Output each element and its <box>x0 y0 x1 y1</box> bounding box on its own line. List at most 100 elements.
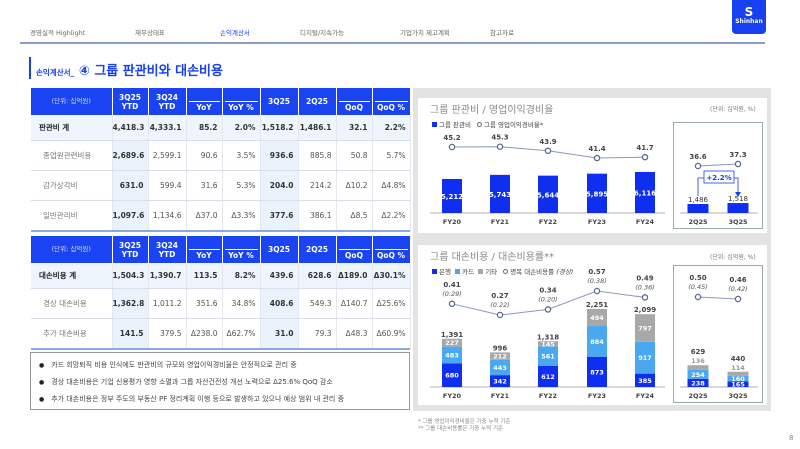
total-label: 2,251 <box>586 301 608 309</box>
ordinary-ratio-label: (0.42) <box>728 285 748 293</box>
stacked-bar-segment <box>490 375 510 387</box>
ratio-label: 0.27 <box>491 292 508 300</box>
segment-label: 873 <box>590 368 604 376</box>
row-label: 경상 대손비용 <box>31 288 113 319</box>
ratio-point <box>544 306 552 313</box>
ratio-label: 0.46 <box>729 276 746 284</box>
table-row: 판관비 계 4,418.3 4,333.1 85.2 2.0% 1,518.2 1,486.… <box>31 115 411 141</box>
stacked-bar-segment <box>587 326 607 357</box>
ratio-point <box>593 154 601 162</box>
x-tick-label: FY23 <box>588 392 606 400</box>
segment-label: 561 <box>541 353 555 361</box>
ratio-point <box>496 311 504 319</box>
cell: 113.5 <box>186 263 223 289</box>
cell: 1,518.2 <box>260 115 299 141</box>
bar-label: 6,116 <box>634 189 656 197</box>
bullet-item: 경상 대손비용은 기업 신용평가 영향 소멸과 그룹 자산건전성 개선 노력으로… <box>39 374 401 391</box>
stacked-bar-segment <box>490 359 510 376</box>
cell: 885.8 <box>298 140 337 171</box>
column-header: QoQ <box>336 88 373 115</box>
page-title: 손익계산서_ ④ 그룹 판관비와 대손비용 <box>36 64 223 79</box>
chart2-unit: (단위: 십억원, %) <box>710 254 756 261</box>
cell: Δ189.0 <box>336 263 373 289</box>
cell: 439.6 <box>260 263 299 289</box>
x-tick-label: FY23 <box>588 218 606 226</box>
chart2-legend: 은행 카드 기타 명목 대손비용률 (경상) <box>432 266 573 276</box>
x-tick-label: 3Q25 <box>728 392 748 400</box>
segment-label: 612 <box>541 373 555 381</box>
column-header: QoQ % <box>372 236 411 263</box>
cell: 4,418.3 <box>112 115 149 141</box>
legend-swatch-sga <box>432 122 437 127</box>
segment-label: 884 <box>590 338 604 346</box>
nav-item-digital[interactable]: 디지털/지속가능 <box>300 29 345 37</box>
cell: 1,362.8 <box>112 288 149 319</box>
row-label: 감가상각비 <box>31 170 113 201</box>
bullet-item: 카드 희망퇴직 비용 인식에도 판관비의 규모와 영업이익경비율은 안정적으로 … <box>39 357 401 374</box>
column-header: QoQ <box>336 236 373 263</box>
ratio-point <box>448 143 456 151</box>
nav-item-balance-sheet[interactable]: 재무상태표 <box>135 29 165 37</box>
cell: Δ4.8% <box>372 170 411 201</box>
cell: 351.6 <box>186 288 223 319</box>
table-row: 일반관리비 1,097.6 1,134.6 Δ37.0 Δ3.3% 377.6 386.1 Δ… <box>31 200 411 231</box>
column-header: 2Q25 <box>298 236 337 263</box>
bar <box>687 204 709 213</box>
cell: 85.2 <box>186 115 223 141</box>
ratio-point <box>593 287 601 295</box>
cell: Δ140.7 <box>336 288 373 319</box>
cell: 1,097.6 <box>112 200 149 231</box>
ordinary-ratio-label: (0.36) <box>635 283 655 291</box>
ratio-point <box>734 295 742 303</box>
nav-item-income-statement[interactable]: 손익계산서 <box>220 29 250 37</box>
column-header: 3Q24 YTD <box>148 88 187 115</box>
row-label: 종업원관련비용 <box>31 140 113 171</box>
shinhan-logo: S Shinhan <box>732 0 766 34</box>
bar <box>727 203 749 213</box>
cell: 204.0 <box>260 170 299 201</box>
segment-label: 680 <box>445 372 459 380</box>
stacked-bar-segment <box>587 356 607 387</box>
cell: Δ10.2 <box>336 170 373 201</box>
table-row: 대손비용 계 1,504.3 1,390.7 113.5 8.2% 439.6 628.6 Δ… <box>31 263 411 289</box>
x-tick-label: FY24 <box>636 392 655 400</box>
cell: 377.6 <box>260 200 299 231</box>
ratio-label: 41.7 <box>636 144 653 152</box>
ratio-label: 0.49 <box>636 274 653 282</box>
bar <box>587 173 607 213</box>
cell: 141.5 <box>112 318 149 349</box>
ratio-label: 37.3 <box>729 151 746 159</box>
cell: 2,689.6 <box>112 140 149 171</box>
chart1-unit: (단위: 십억원, %) <box>710 106 756 113</box>
segment-label: 238 <box>691 379 705 387</box>
stacked-bar-segment <box>442 363 462 387</box>
row-label: 대손비용 계 <box>31 263 113 289</box>
bar-label: 1,486 <box>688 196 709 204</box>
total-label: 2,099 <box>634 306 656 314</box>
cell: Δ25.6% <box>372 288 411 319</box>
total-label: 629 <box>691 348 706 356</box>
nav-item-appendix[interactable]: 참고자료 <box>490 29 514 37</box>
nav-divider <box>20 42 765 44</box>
cell: 549.3 <box>298 288 337 319</box>
chart1-title: 그룹 판관비 / 영업이익경비율 <box>430 105 554 116</box>
x-tick-label: FY24 <box>636 218 655 226</box>
table-row: 경상 대손비용 1,362.8 1,011.2 351.6 34.8% 408.6 549.… <box>31 288 411 319</box>
column-header: 3Q24 YTD <box>148 236 187 263</box>
ratio-label: 0.34 <box>539 286 556 294</box>
x-tick-label: FY22 <box>539 392 557 400</box>
nav-item-highlight[interactable]: 경영실적 Highlight <box>30 29 86 37</box>
column-header: 3Q25 <box>260 88 299 115</box>
stacked-bar-segment <box>635 373 655 387</box>
total-label: 996 <box>493 344 508 352</box>
ratio-point <box>694 162 702 170</box>
cell: 628.6 <box>298 263 337 289</box>
segment-label: 114 <box>731 364 745 372</box>
ratio-line <box>697 296 739 300</box>
cell: 31.6 <box>186 170 223 201</box>
nav-item-value-up[interactable]: 기업가치 제고계획 <box>400 29 450 37</box>
ratio-point <box>734 160 742 168</box>
stacked-bar-segment <box>442 338 462 347</box>
segment-label: 483 <box>445 352 459 360</box>
